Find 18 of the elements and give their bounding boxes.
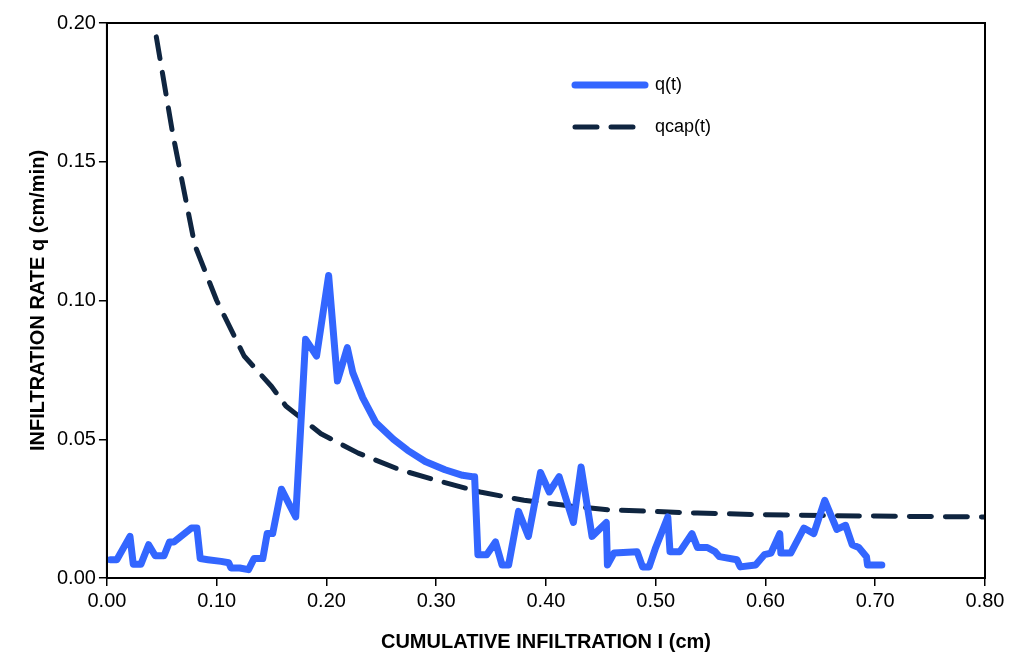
y-tick-label: 0.15 [56,149,96,172]
x-tick-label: 0.20 [306,588,346,611]
y-tick-label: 0.20 [56,10,96,33]
legend-label: q(t) [655,73,682,94]
y-tick-label: 0.10 [56,288,96,311]
legend-label: qcap(t) [655,115,712,136]
x-tick-label: 0.60 [746,588,785,611]
x-tick-label: 0.10 [197,588,237,611]
y-tick-label: 0.00 [56,565,96,588]
x-tick-label: 0.00 [87,588,127,611]
x-tick-label: 0.50 [636,588,676,611]
x-tick-label: 0.30 [416,588,456,611]
x-tick-label: 0.40 [526,588,566,611]
x-tick-label: 0.80 [965,588,1005,611]
y-tick-label: 0.05 [56,426,96,449]
x-tick-label: 0.70 [855,588,895,611]
x-axis-title: CUMULATIVE INFILTRATION I (cm) [380,629,711,652]
y-axis-title: INFILTRATION RATE q (cm/min) [25,149,48,452]
